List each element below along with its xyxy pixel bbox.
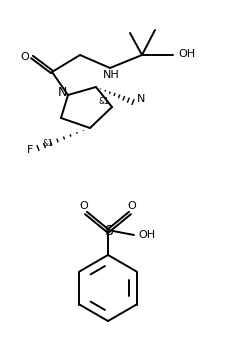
- Text: N: N: [137, 94, 145, 104]
- Text: O: O: [128, 201, 136, 211]
- Text: OH: OH: [178, 49, 196, 59]
- Text: N: N: [57, 87, 67, 100]
- Text: &1: &1: [99, 96, 109, 105]
- Text: O: O: [21, 52, 29, 62]
- Text: NH: NH: [103, 70, 119, 80]
- Text: S: S: [104, 224, 112, 238]
- Text: OH: OH: [139, 230, 156, 240]
- Text: F: F: [27, 145, 33, 155]
- Text: &1: &1: [43, 140, 53, 149]
- Text: O: O: [80, 201, 88, 211]
